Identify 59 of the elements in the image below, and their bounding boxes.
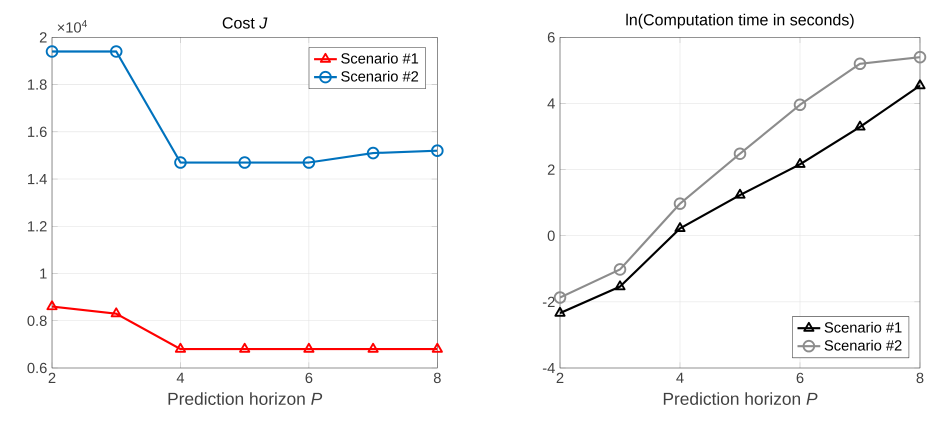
x-tick-label: 4: [176, 372, 184, 383]
x-tick-label: 2: [48, 372, 56, 383]
point: [110, 45, 123, 58]
point: [914, 50, 926, 64]
point: [554, 306, 566, 317]
point: [110, 307, 122, 318]
y-tick-label: 1.8: [28, 79, 47, 90]
x-tick-label: 6: [796, 372, 804, 384]
point: [794, 158, 806, 168]
point: [554, 291, 566, 304]
chart-title: Cost J: [222, 17, 268, 29]
y-tick-label: -4: [542, 362, 555, 374]
point: [734, 147, 746, 160]
point: [432, 342, 443, 353]
y-tick-label: 6: [548, 32, 555, 43]
point: [854, 58, 866, 70]
point: [174, 156, 187, 169]
point: [914, 79, 926, 90]
point: [614, 280, 626, 290]
point: [614, 263, 626, 276]
y-tick-label: -2: [542, 296, 555, 307]
point: [46, 45, 58, 58]
point: [794, 98, 806, 112]
x-tick-label: 8: [916, 372, 924, 384]
x-tick-label: 8: [434, 372, 441, 384]
x-tick-label: 6: [306, 372, 312, 384]
point: [854, 120, 866, 131]
point: [238, 156, 251, 169]
chart-title: ln(Computation time in seconds): [626, 14, 854, 29]
y-tick-label: 1.2: [28, 221, 47, 232]
point: [239, 342, 250, 353]
y-tick-label: 1.4: [28, 174, 47, 184]
x-tick-label: 4: [676, 372, 684, 383]
legend-label: Scenario #2: [341, 70, 418, 82]
point: [431, 144, 444, 157]
legend-label: Scenario #1: [824, 322, 902, 333]
y-tick-label: 1: [40, 268, 47, 279]
y-tick-label: 1.6: [28, 126, 47, 137]
text: ×10$^{4}$: [58, 20, 88, 33]
x-axis-title: Prediction horizon P: [168, 392, 322, 405]
y-tick-label: 2: [548, 164, 555, 175]
y-tick-label: 2: [40, 32, 47, 42]
x-axis-title: Prediction horizon P: [664, 392, 818, 405]
point: [368, 342, 379, 353]
x-tick-label: 2: [556, 372, 564, 383]
point: [674, 222, 686, 232]
point: [366, 146, 380, 160]
y-tick-label: 0: [548, 230, 555, 241]
point: [303, 342, 314, 353]
y-tick-label: 0.8: [27, 316, 47, 326]
point: [174, 342, 186, 353]
legend-label: Scenario #1: [341, 52, 418, 64]
y-tick-label: 0.6: [27, 362, 47, 374]
legend-label: Scenario #2: [824, 340, 902, 351]
point: [734, 188, 746, 199]
y-tick-label: 4: [547, 98, 555, 109]
point: [302, 156, 316, 169]
point: [46, 300, 58, 310]
point: [674, 197, 686, 210]
